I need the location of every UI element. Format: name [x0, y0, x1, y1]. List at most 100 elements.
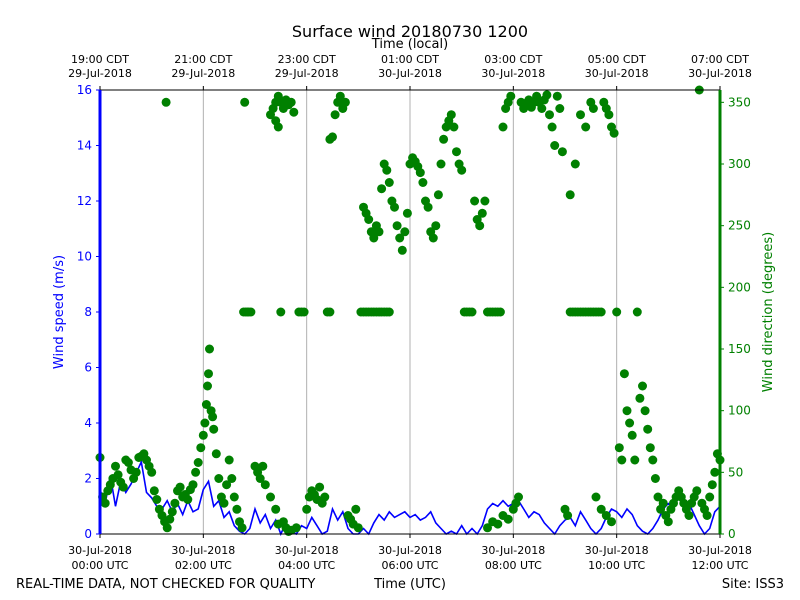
wind-direction-point [643, 424, 653, 434]
wind-direction-point [100, 498, 110, 508]
top-tick-label-time: 23:00 CDT [278, 53, 336, 66]
wind-direction-point [320, 492, 330, 502]
wind-direction-point [627, 430, 637, 440]
right-tick-label: 200 [728, 280, 751, 294]
wind-direction-point [550, 141, 560, 150]
wind-direction-point [436, 159, 446, 169]
top-tick-label-date: 30-Jul-2018 [378, 67, 442, 80]
wind-direction-point [392, 221, 402, 231]
wind-direction-point [514, 492, 523, 502]
wind-direction-point [570, 159, 580, 169]
wind-direction-point [203, 381, 212, 391]
wind-direction-point [165, 514, 175, 524]
top-tick-label-time: 07:00 CDT [691, 53, 749, 66]
left-tick-label: 10 [77, 250, 92, 264]
wind-direction-point [475, 221, 485, 231]
wind-direction-point [273, 122, 283, 132]
right-tick-label: 50 [728, 465, 743, 479]
wind-direction-point [563, 511, 573, 520]
top-axis-label: Time (local) [371, 37, 448, 52]
wind-direction-point [483, 523, 492, 533]
wind-direction-point [625, 418, 635, 428]
x-tick-label-date: 30-Jul-2018 [688, 544, 752, 557]
wind-direction-point [418, 178, 428, 187]
wind-direction-point [663, 517, 673, 527]
wind-direction-point [705, 492, 715, 502]
wind-direction-point [645, 443, 655, 453]
wind-direction-point [330, 110, 340, 120]
wind-direction-point [596, 307, 606, 317]
wind-direction-point [214, 474, 224, 483]
wind-direction-point [237, 523, 247, 533]
wind-direction-point [632, 307, 642, 317]
wind-direction-point [382, 165, 392, 175]
wind-direction-point [111, 461, 120, 471]
wind-direction-point [374, 227, 384, 237]
wind-direction-point [576, 110, 585, 120]
wind-direction-point [547, 122, 557, 132]
left-tick-label: 6 [84, 361, 92, 375]
wind-direction-point [653, 492, 663, 502]
wind-direction-point [640, 406, 650, 416]
wind-direction-point [315, 482, 325, 492]
top-tick-label-date: 30-Jul-2018 [688, 67, 752, 80]
wind-direction-point [123, 458, 133, 467]
wind-direction-point [193, 458, 203, 467]
wind-direction-point [286, 97, 296, 107]
top-tick-label-date: 30-Jul-2018 [585, 67, 649, 80]
wind-direction-point [555, 104, 565, 113]
x-tick-label-time: 12:00 UTC [691, 559, 748, 572]
x-tick-label-date: 30-Jul-2018 [481, 544, 545, 557]
wind-direction-point [537, 104, 547, 113]
wind-direction-point [351, 504, 361, 514]
wind-direction-point [609, 128, 619, 138]
wind-direction-point [480, 196, 490, 206]
wind-direction-point [255, 474, 265, 483]
wind-direction-point [198, 430, 208, 440]
wind-direction-point [384, 307, 394, 317]
wind-direction-point [495, 307, 505, 317]
wind-direction-point [152, 495, 162, 504]
top-tick-label-date: 30-Jul-2018 [481, 67, 545, 80]
wind-direction-point [596, 504, 606, 514]
wind-direction-point [431, 221, 441, 231]
wind-direction-point [400, 227, 410, 237]
x-tick-label-time: 00:00 UTC [71, 559, 128, 572]
wind-direction-point [415, 168, 425, 178]
wind-direction-point [196, 443, 206, 453]
wind-direction-point [650, 474, 660, 483]
left-tick-label: 0 [84, 527, 92, 541]
top-tick-label-time: 05:00 CDT [588, 53, 646, 66]
wind-direction-point [131, 467, 141, 477]
wind-direction-point [390, 202, 399, 212]
wind-direction-point [612, 307, 622, 317]
right-tick-label: 150 [728, 342, 751, 356]
right-axis-label: Wind direction (degrees) [761, 232, 776, 392]
wind-direction-point [291, 523, 301, 533]
wind-direction-point [581, 122, 591, 132]
footer-site: Site: ISS3 [722, 577, 784, 592]
wind-direction-point [457, 165, 467, 175]
x-tick-label-time: 04:00 UTC [278, 559, 335, 572]
wind-direction-point [200, 418, 210, 428]
wind-direction-point [188, 480, 198, 490]
wind-direction-point [710, 467, 720, 477]
wind-direction-point [209, 424, 219, 434]
wind-direction-point [707, 480, 717, 490]
wind-direction-point [369, 233, 379, 243]
wind-direction-point [630, 455, 640, 465]
wind-direction-point [557, 147, 567, 157]
x-tick-label-date: 30-Jul-2018 [378, 544, 442, 557]
wind-direction-point [552, 91, 562, 101]
wind-direction-point [161, 97, 171, 107]
top-tick-label-time: 21:00 CDT [174, 53, 232, 66]
wind-direction-point [493, 519, 503, 529]
wind-direction-point [428, 233, 438, 243]
wind-direction-point [397, 245, 407, 255]
top-tick-label-date: 29-Jul-2018 [68, 67, 132, 80]
wind-direction-series [95, 85, 725, 536]
wind-direction-point [219, 498, 229, 508]
wind-direction-point [477, 208, 487, 218]
axes: 30-Jul-2018 00:00 UTC 30-Jul-2018 02:00 UTC… [68, 53, 752, 572]
